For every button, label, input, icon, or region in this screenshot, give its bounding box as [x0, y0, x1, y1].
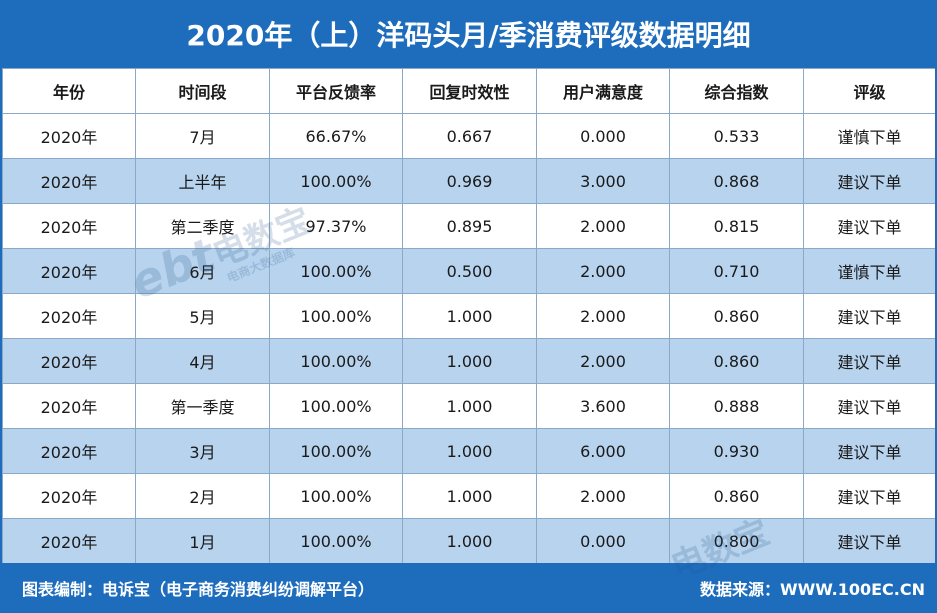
cell-user-satisfaction: 0.000 [536, 113, 670, 159]
footer-credit: 图表编制：电诉宝（电子商务消费纠纷调解平台） [22, 580, 375, 599]
cell-feedback-rate: 100.00% [269, 518, 403, 563]
header-reply-timeliness: 回复时效性 [402, 68, 537, 114]
cell-feedback-rate: 100.00% [269, 293, 403, 339]
cell-reply-timeliness: 0.667 [402, 113, 537, 159]
cell-feedback-rate: 100.00% [269, 248, 403, 294]
header-user-satisfaction: 用户满意度 [536, 68, 670, 114]
cell-composite-index: 0.800 [669, 518, 804, 563]
cell-composite-index: 0.888 [669, 383, 804, 429]
cell-period: 5月 [135, 293, 270, 339]
cell-user-satisfaction: 2.000 [536, 293, 670, 339]
cell-reply-timeliness: 1.000 [402, 518, 537, 563]
cell-composite-index: 0.860 [669, 473, 804, 519]
table-row: 2020年 上半年 100.00% 0.969 3.000 0.868 建议下单 [2, 158, 935, 204]
table-row: 2020年 7月 66.67% 0.667 0.000 0.533 谨慎下单 [2, 113, 935, 159]
cell-composite-index: 0.533 [669, 113, 804, 159]
cell-composite-index: 0.860 [669, 293, 804, 339]
cell-rating: 建议下单 [803, 383, 935, 429]
cell-user-satisfaction: 2.000 [536, 473, 670, 519]
table-row: 2020年 4月 100.00% 1.000 2.000 0.860 建议下单 [2, 338, 935, 384]
cell-rating: 建议下单 [803, 203, 935, 249]
cell-year: 2020年 [2, 248, 136, 294]
cell-user-satisfaction: 6.000 [536, 428, 670, 474]
cell-reply-timeliness: 1.000 [402, 293, 537, 339]
cell-user-satisfaction: 3.000 [536, 158, 670, 204]
cell-period: 1月 [135, 518, 270, 563]
cell-composite-index: 0.710 [669, 248, 804, 294]
cell-feedback-rate: 100.00% [269, 428, 403, 474]
table-row: 2020年 6月 100.00% 0.500 2.000 0.710 谨慎下单 [2, 248, 935, 294]
header-rating: 评级 [803, 68, 935, 114]
cell-reply-timeliness: 0.969 [402, 158, 537, 204]
cell-reply-timeliness: 0.895 [402, 203, 537, 249]
cell-reply-timeliness: 1.000 [402, 383, 537, 429]
cell-composite-index: 0.868 [669, 158, 804, 204]
table-row: 2020年 1月 100.00% 1.000 0.000 0.800 建议下单 [2, 518, 935, 563]
cell-rating: 建议下单 [803, 158, 935, 204]
header-feedback-rate: 平台反馈率 [269, 68, 403, 114]
cell-user-satisfaction: 2.000 [536, 203, 670, 249]
cell-period: 第一季度 [135, 383, 270, 429]
cell-year: 2020年 [2, 338, 136, 384]
cell-rating: 谨慎下单 [803, 248, 935, 294]
cell-period: 上半年 [135, 158, 270, 204]
cell-period: 4月 [135, 338, 270, 384]
cell-rating: 建议下单 [803, 428, 935, 474]
header-year: 年份 [2, 68, 136, 114]
cell-reply-timeliness: 1.000 [402, 338, 537, 384]
table-row: 2020年 3月 100.00% 1.000 6.000 0.930 建议下单 [2, 428, 935, 474]
cell-rating: 建议下单 [803, 293, 935, 339]
cell-user-satisfaction: 0.000 [536, 518, 670, 563]
cell-composite-index: 0.860 [669, 338, 804, 384]
cell-user-satisfaction: 3.600 [536, 383, 670, 429]
cell-period: 第二季度 [135, 203, 270, 249]
cell-feedback-rate: 100.00% [269, 338, 403, 384]
cell-reply-timeliness: 1.000 [402, 428, 537, 474]
cell-composite-index: 0.815 [669, 203, 804, 249]
cell-rating: 建议下单 [803, 473, 935, 519]
cell-year: 2020年 [2, 113, 136, 159]
cell-feedback-rate: 97.37% [269, 203, 403, 249]
cell-feedback-rate: 100.00% [269, 473, 403, 519]
table-row: 2020年 2月 100.00% 1.000 2.000 0.860 建议下单 [2, 473, 935, 519]
cell-feedback-rate: 66.67% [269, 113, 403, 159]
cell-year: 2020年 [2, 428, 136, 474]
cell-year: 2020年 [2, 203, 136, 249]
cell-year: 2020年 [2, 518, 136, 563]
cell-period: 3月 [135, 428, 270, 474]
table-row: 2020年 5月 100.00% 1.000 2.000 0.860 建议下单 [2, 293, 935, 339]
cell-user-satisfaction: 2.000 [536, 338, 670, 384]
data-table-container: 年份 时间段 平台反馈率 回复时效性 用户满意度 综合指数 评级 2020年 7月… [2, 68, 935, 563]
cell-rating: 建议下单 [803, 518, 935, 563]
cell-rating: 建议下单 [803, 338, 935, 384]
cell-reply-timeliness: 0.500 [402, 248, 537, 294]
cell-user-satisfaction: 2.000 [536, 248, 670, 294]
footer: 图表编制：电诉宝（电子商务消费纠纷调解平台） 数据来源：WWW.100EC.CN [0, 563, 937, 613]
footer-source: 数据来源：WWW.100EC.CN [699, 580, 925, 599]
page-title: 2020年（上）洋码头月/季消费评级数据明细 [186, 19, 751, 52]
cell-composite-index: 0.930 [669, 428, 804, 474]
cell-year: 2020年 [2, 383, 136, 429]
cell-feedback-rate: 100.00% [269, 158, 403, 204]
cell-period: 6月 [135, 248, 270, 294]
table-row: 2020年 第一季度 100.00% 1.000 3.600 0.888 建议下单 [2, 383, 935, 429]
rating-table: 年份 时间段 平台反馈率 回复时效性 用户满意度 综合指数 评级 2020年 7月… [2, 68, 935, 563]
table-row: 2020年 第二季度 97.37% 0.895 2.000 0.815 建议下单 [2, 203, 935, 249]
cell-year: 2020年 [2, 293, 136, 339]
table-header-row: 年份 时间段 平台反馈率 回复时效性 用户满意度 综合指数 评级 [2, 68, 935, 114]
cell-feedback-rate: 100.00% [269, 383, 403, 429]
cell-year: 2020年 [2, 473, 136, 519]
cell-rating: 谨慎下单 [803, 113, 935, 159]
cell-reply-timeliness: 1.000 [402, 473, 537, 519]
cell-period: 2月 [135, 473, 270, 519]
header-period: 时间段 [135, 68, 270, 114]
cell-year: 2020年 [2, 158, 136, 204]
cell-period: 7月 [135, 113, 270, 159]
header-composite-index: 综合指数 [669, 68, 804, 114]
